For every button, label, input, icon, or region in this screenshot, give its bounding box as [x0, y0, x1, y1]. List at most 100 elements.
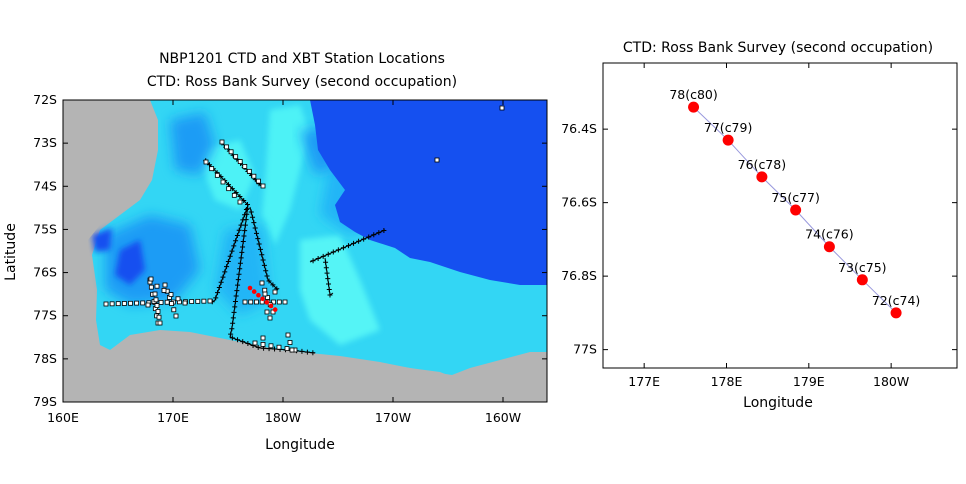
xbt-marker: [248, 209, 254, 215]
xbt-marker: [227, 253, 233, 259]
xbt-marker: [220, 274, 226, 280]
ctd-marker: [254, 299, 259, 305]
ctd-marker: [242, 164, 248, 169]
map-y-tick-label: 77S: [33, 308, 57, 323]
ctd-marker: [256, 178, 261, 184]
chart-y-tick-label: 76.8S: [561, 268, 597, 283]
xbt-marker: [216, 284, 222, 290]
xbt-marker: [323, 259, 329, 265]
ctd-marker: [259, 280, 265, 286]
map-x-tick-label: 170W: [375, 410, 411, 425]
chart-title: CTD: Ross Bank Survey (second occupation…: [623, 40, 933, 56]
xbt-marker: [235, 277, 241, 283]
xbt-marker: [345, 243, 351, 249]
shallow-bank: [300, 235, 380, 345]
xbt-marker: [376, 230, 382, 236]
ctd-marker: [155, 308, 161, 314]
xbt-marker: [255, 344, 261, 350]
map-x-tick-label: 170E: [157, 410, 189, 425]
xbt-marker: [244, 211, 250, 217]
map-x-tick-label: 160E: [47, 410, 79, 425]
xbt-marker: [326, 281, 332, 287]
map-y-tick-label: 75S: [33, 221, 57, 236]
xbt-marker: [235, 337, 241, 343]
xbt-marker: [356, 238, 362, 244]
ctd-marker: [289, 347, 295, 353]
ctd-marker: [285, 332, 291, 338]
ross-sea-map: [63, 100, 547, 402]
xbt-marker: [232, 298, 238, 304]
ctd-marker: [276, 344, 282, 350]
ctd-marker: [169, 301, 175, 307]
station-point-label: 76(c78): [738, 157, 786, 172]
station-point-label: 77(c79): [704, 120, 752, 135]
ctd-marker: [145, 302, 151, 308]
chart-y-tick-label: 76.6S: [561, 195, 597, 210]
chart-x-tick-label: 179E: [793, 374, 825, 389]
xbt-marker: [330, 249, 336, 255]
ctd-marker: [224, 144, 229, 150]
ctd-marker: [140, 300, 146, 306]
xbt-marker: [238, 255, 244, 261]
ctd-marker: [282, 299, 288, 305]
xbt-marker: [237, 260, 243, 266]
map-y-tick-label: 73S: [33, 135, 57, 150]
deep-ocean: [92, 228, 112, 252]
station-point: [856, 274, 868, 286]
station-point: [823, 241, 835, 253]
xbt-marker: [310, 258, 316, 264]
xbt-marker: [234, 288, 240, 294]
xbt-marker: [242, 222, 248, 228]
xbt-marker: [215, 290, 221, 296]
xbt-marker: [222, 269, 228, 275]
ctd-marker: [148, 284, 154, 290]
ctd-marker: [158, 300, 164, 305]
xbt-marker: [260, 257, 266, 263]
ctd-marker: [260, 183, 266, 189]
map-y-tick-label: 79S: [33, 394, 57, 409]
map-y-tick-label: 72S: [33, 92, 57, 107]
ctd-marker: [209, 166, 215, 172]
deep-ocean: [115, 240, 145, 285]
xbt-marker: [235, 282, 241, 288]
ctd-marker: [154, 303, 160, 309]
xbt-marker: [351, 240, 357, 246]
ctd-marker: [251, 173, 257, 179]
ctd-marker: [260, 341, 266, 347]
ctd-marker: [287, 340, 293, 345]
shallow-bank: [200, 140, 255, 210]
xbt-marker: [366, 234, 372, 240]
xbt-marker: [240, 339, 246, 345]
ctd-marker: [156, 314, 162, 320]
chart-y-tick-label: 77S: [573, 342, 597, 357]
xbt-marker: [236, 271, 242, 277]
xbt-marker: [381, 227, 387, 233]
xbt-marker: [263, 268, 269, 274]
xbt-marker: [231, 309, 237, 315]
victoria-land: [63, 100, 158, 330]
chart-frame: [602, 62, 958, 369]
xbt-marker: [304, 349, 310, 355]
xbt-marker: [264, 273, 270, 279]
map-x-tick-label: 160W: [485, 410, 521, 425]
xbt-marker: [340, 245, 346, 251]
ctd-marker: [272, 289, 278, 295]
deep-ocean: [310, 100, 547, 285]
chart-y-tick-label: 76.4S: [561, 121, 597, 136]
chart-x-tick-label: 180W: [873, 374, 909, 389]
chart-x-tick-label: 177E: [628, 374, 660, 389]
xbt-marker: [361, 236, 367, 242]
map-frame: [62, 99, 548, 403]
xbt-marker: [257, 246, 263, 252]
xbt-marker: [243, 207, 249, 213]
ctd-marker: [268, 343, 274, 349]
xbt-marker: [371, 232, 377, 238]
xbt-marker: [229, 248, 235, 254]
station-point: [688, 101, 700, 113]
xbt-marker: [259, 252, 265, 258]
xbt-cross-markers: [203, 140, 387, 356]
xbt-marker: [266, 278, 272, 284]
ctd-marker: [173, 313, 179, 319]
ctd-marker: [207, 298, 213, 304]
xbt-marker: [261, 262, 267, 268]
